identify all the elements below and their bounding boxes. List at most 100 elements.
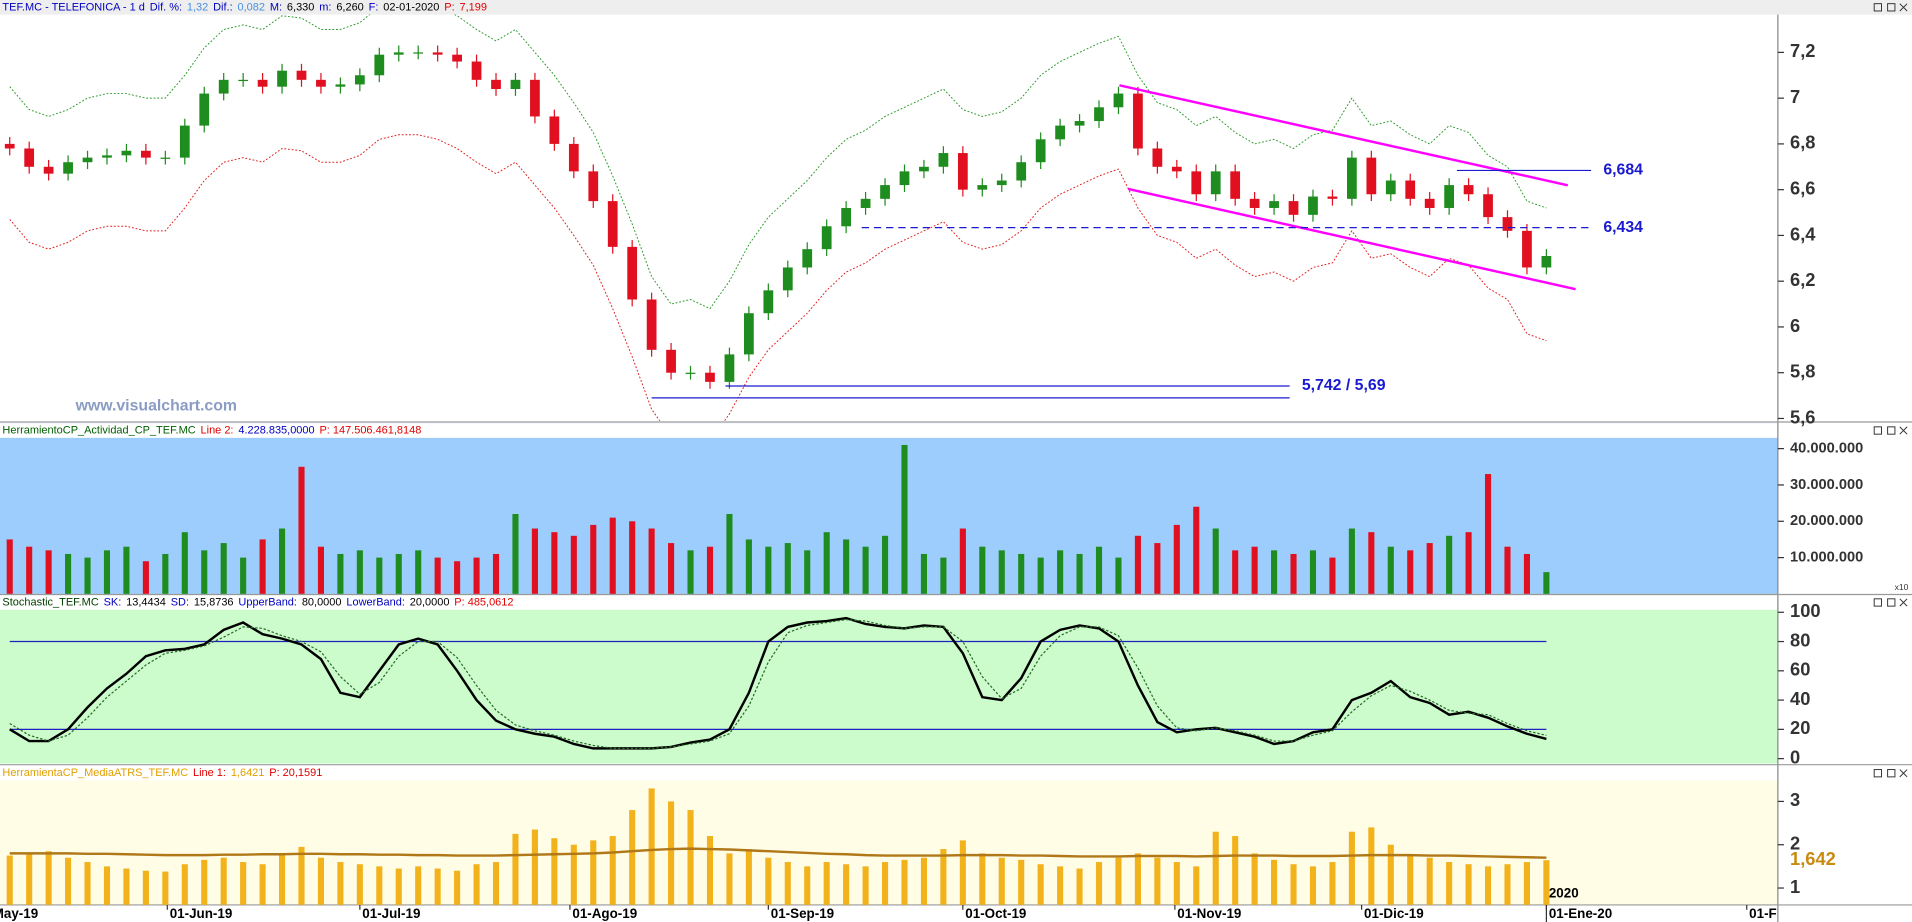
stochastic-header-bar bbox=[0, 595, 1778, 610]
panel-header: Stochastic_TEF.MC SK: 13,4434 SD: 15,8736 Upp… bbox=[2, 596, 513, 608]
volume-bar bbox=[1407, 550, 1414, 594]
button-close[interactable] bbox=[1899, 769, 1908, 778]
price-tick-label: 7 bbox=[1790, 86, 1800, 107]
button-close[interactable] bbox=[1899, 598, 1908, 607]
volume-bar bbox=[45, 550, 52, 594]
atr-bar bbox=[1271, 859, 1278, 905]
volume-bar bbox=[240, 557, 247, 594]
panel-header: HerramientaCP_MediaATRS_TEF.MC Line 1: 1,6… bbox=[2, 767, 322, 779]
header-part: 6,260 bbox=[336, 1, 363, 13]
candle-body bbox=[1210, 171, 1221, 195]
button-close[interactable] bbox=[1899, 426, 1908, 435]
band-line bbox=[9, 14, 1547, 310]
atr-bar bbox=[1523, 862, 1530, 905]
atr-bar bbox=[1095, 862, 1103, 905]
candle-body bbox=[63, 162, 73, 174]
volume-bar bbox=[1368, 532, 1375, 594]
button-maximize[interactable] bbox=[1887, 769, 1896, 778]
button-minimize[interactable] bbox=[1873, 3, 1883, 12]
volume-bar bbox=[1115, 557, 1122, 594]
candle-body bbox=[1152, 148, 1163, 167]
level-label: 6,684 bbox=[1603, 162, 1643, 179]
atr-bar bbox=[940, 849, 947, 905]
volume-bar bbox=[298, 466, 305, 594]
atr-bar bbox=[531, 829, 538, 905]
atr-bar bbox=[1426, 857, 1433, 905]
candle-body bbox=[354, 75, 365, 85]
volume-bar bbox=[26, 546, 33, 594]
candle-body bbox=[1055, 125, 1065, 140]
button-maximize[interactable] bbox=[1887, 598, 1896, 607]
candle-body bbox=[1424, 198, 1435, 208]
candle-body bbox=[744, 313, 754, 355]
date-axis: May-19 01-Jun-19 01-Jul-19 01-Ago-19 01-Sep-… bbox=[0, 904, 1777, 921]
atr-bar bbox=[1076, 868, 1083, 905]
candle-body bbox=[82, 157, 93, 163]
candle-body bbox=[802, 249, 813, 268]
atr-bar bbox=[1368, 827, 1375, 905]
stochastic-line bbox=[9, 618, 1547, 749]
header-part: 0,082 bbox=[238, 1, 265, 13]
atr-average-line bbox=[9, 847, 1547, 859]
volume-bar bbox=[590, 524, 597, 594]
stochastic-plot bbox=[9, 616, 1547, 750]
atr-bar bbox=[1037, 864, 1044, 905]
candle-body bbox=[1113, 93, 1124, 108]
atr-bar bbox=[1154, 857, 1161, 905]
atr-bar bbox=[337, 862, 344, 905]
atr-bar bbox=[843, 864, 850, 905]
atr-bar bbox=[454, 870, 461, 905]
volume-bar bbox=[570, 535, 577, 594]
volume-bar bbox=[162, 553, 169, 594]
x-tick-label: 01-Jun-19 bbox=[170, 906, 233, 921]
candle-body bbox=[607, 201, 618, 247]
volume-panel bbox=[0, 423, 1778, 594]
atr-bar bbox=[512, 833, 519, 905]
atr-last-value: 1,642 bbox=[1790, 848, 1836, 869]
button-maximize[interactable] bbox=[1887, 426, 1896, 435]
candle-body bbox=[1385, 180, 1396, 195]
candle-body bbox=[1405, 180, 1416, 199]
atr-bar bbox=[1057, 866, 1064, 905]
volume-bar bbox=[278, 528, 286, 594]
button-close[interactable] bbox=[1899, 3, 1908, 12]
candle-body bbox=[1444, 185, 1455, 208]
candle-body bbox=[296, 70, 307, 80]
candle-body bbox=[452, 54, 462, 62]
atr-bar bbox=[959, 840, 966, 905]
candle-body bbox=[1249, 198, 1260, 208]
atr-bar bbox=[123, 868, 130, 905]
price-tick-label: 5,8 bbox=[1790, 361, 1815, 382]
volume-bar bbox=[395, 553, 402, 594]
volume-bar bbox=[1154, 543, 1161, 594]
volume-bar bbox=[1523, 553, 1530, 594]
candle-body bbox=[1016, 162, 1027, 181]
volume-bar bbox=[1446, 535, 1453, 594]
button-minimize[interactable] bbox=[1873, 769, 1883, 778]
volume-bar bbox=[1387, 546, 1394, 594]
atr-bar bbox=[1309, 866, 1317, 905]
x-tick-label: May-19 bbox=[0, 906, 38, 921]
x-tick-label: 01-Ene-20 bbox=[1549, 906, 1612, 921]
button-maximize[interactable] bbox=[1887, 3, 1896, 12]
candle-body bbox=[160, 157, 171, 159]
candle-body bbox=[1347, 157, 1357, 199]
volume-bar bbox=[512, 514, 519, 594]
volume-bar bbox=[1212, 528, 1219, 594]
stochastic-tick-label: 60 bbox=[1790, 659, 1810, 680]
x-tick-label: 01-Jul-19 bbox=[362, 906, 420, 921]
button-minimize[interactable] bbox=[1873, 426, 1883, 435]
header-part: 4.228.835,0000 bbox=[238, 424, 314, 436]
atr-bar bbox=[1173, 862, 1180, 905]
volume-bar bbox=[1504, 546, 1511, 594]
button-minimize[interactable] bbox=[1873, 598, 1883, 607]
candle-body bbox=[588, 171, 599, 202]
atr-bar bbox=[570, 844, 577, 905]
stochastic-line bbox=[9, 616, 1547, 750]
candle-body bbox=[996, 180, 1007, 186]
volume-bar bbox=[804, 550, 811, 594]
atr-bar bbox=[6, 855, 13, 905]
atr-bar bbox=[103, 866, 111, 905]
atr-bar bbox=[1134, 853, 1141, 905]
candle-body bbox=[938, 153, 949, 167]
